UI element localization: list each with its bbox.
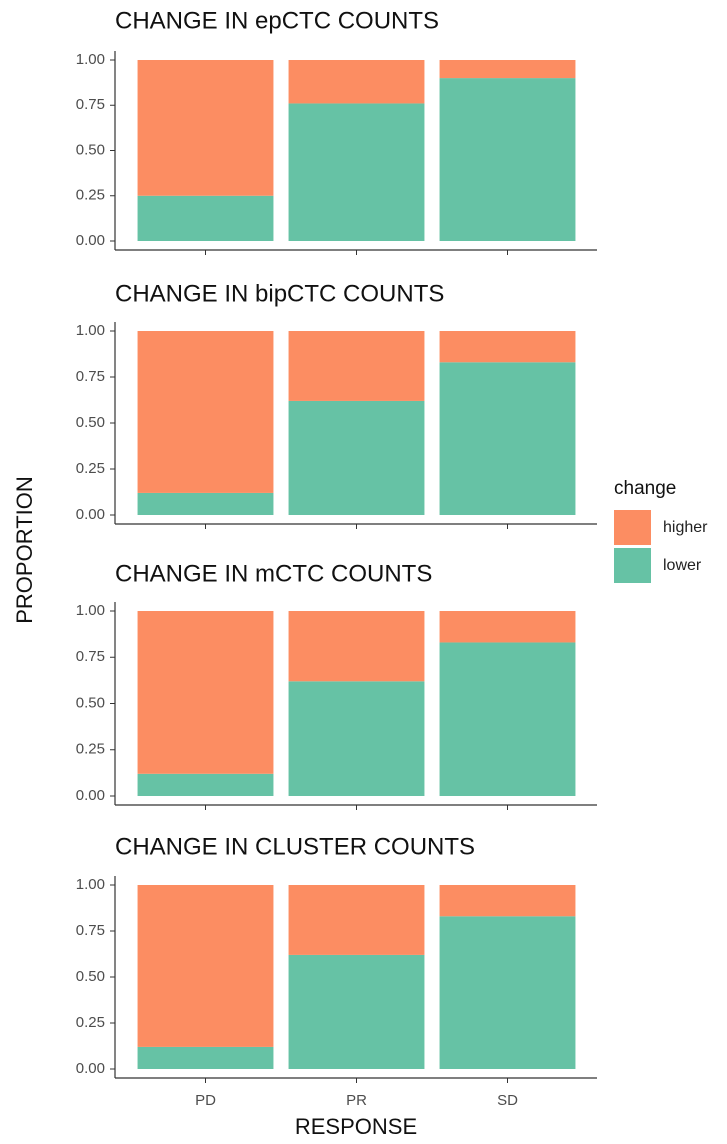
- bar-segment: [439, 331, 576, 363]
- chart-title: CHANGE IN CLUSTER COUNTS: [115, 833, 475, 860]
- y-tick-label: 0.50: [76, 694, 105, 711]
- x-axis-title: RESPONSE: [295, 1114, 417, 1139]
- bar-segment: [288, 103, 425, 241]
- bar-segment: [439, 916, 576, 1069]
- y-tick-label: 1.00: [76, 876, 105, 893]
- x-tick-label: PR: [346, 1092, 367, 1109]
- bar-segment: [137, 1046, 274, 1069]
- bar-segment: [439, 78, 576, 241]
- bar-segment: [137, 773, 274, 796]
- y-tick-label: 0.75: [76, 368, 105, 385]
- chart-title: CHANGE IN bipCTC COUNTS: [115, 280, 444, 307]
- bar-segment: [288, 885, 425, 955]
- bar-segment: [137, 885, 274, 1047]
- bar-segment: [288, 400, 425, 515]
- bar-segment: [288, 681, 425, 796]
- bar-segment: [137, 60, 274, 196]
- y-tick-label: 1.00: [76, 322, 105, 339]
- y-tick-label: 0.50: [76, 141, 105, 158]
- y-tick-label: 0.75: [76, 922, 105, 939]
- bar-segment: [137, 492, 274, 515]
- x-tick-label: SD: [497, 1092, 518, 1109]
- bar-segment: [288, 331, 425, 401]
- bar-segment: [439, 60, 576, 79]
- bar-segment: [439, 611, 576, 643]
- y-tick-label: 0.50: [76, 414, 105, 431]
- y-tick-label: 0.00: [76, 787, 105, 804]
- bar-segment: [288, 60, 425, 104]
- y-tick-label: 0.50: [76, 968, 105, 985]
- chart-title: CHANGE IN mCTC COUNTS: [115, 560, 432, 587]
- y-tick-label: 0.75: [76, 648, 105, 665]
- y-tick-label: 0.25: [76, 741, 105, 758]
- y-axis-title: PROPORTION: [12, 476, 37, 624]
- legend-label: higher: [663, 519, 708, 536]
- bar-segment: [137, 331, 274, 493]
- y-tick-label: 1.00: [76, 602, 105, 619]
- chart-title: CHANGE IN epCTC COUNTS: [115, 7, 439, 34]
- y-tick-label: 0.00: [76, 1060, 105, 1077]
- y-tick-label: 0.25: [76, 187, 105, 204]
- bar-segment: [137, 195, 274, 241]
- y-tick-label: 0.75: [76, 96, 105, 113]
- bar-segment: [288, 611, 425, 682]
- legend-key: [614, 548, 651, 583]
- legend-key: [614, 510, 651, 545]
- y-tick-label: 1.00: [76, 51, 105, 68]
- y-tick-label: 0.00: [76, 506, 105, 523]
- bar-segment: [439, 362, 576, 515]
- legend-title: change: [614, 478, 676, 499]
- bar-segment: [439, 642, 576, 796]
- x-tick-label: PD: [195, 1092, 216, 1109]
- y-tick-label: 0.00: [76, 232, 105, 249]
- bar-segment: [439, 885, 576, 917]
- y-tick-label: 0.25: [76, 460, 105, 477]
- legend-label: lower: [663, 557, 702, 574]
- bar-segment: [288, 954, 425, 1069]
- bar-segment: [137, 611, 274, 774]
- y-tick-label: 0.25: [76, 1014, 105, 1031]
